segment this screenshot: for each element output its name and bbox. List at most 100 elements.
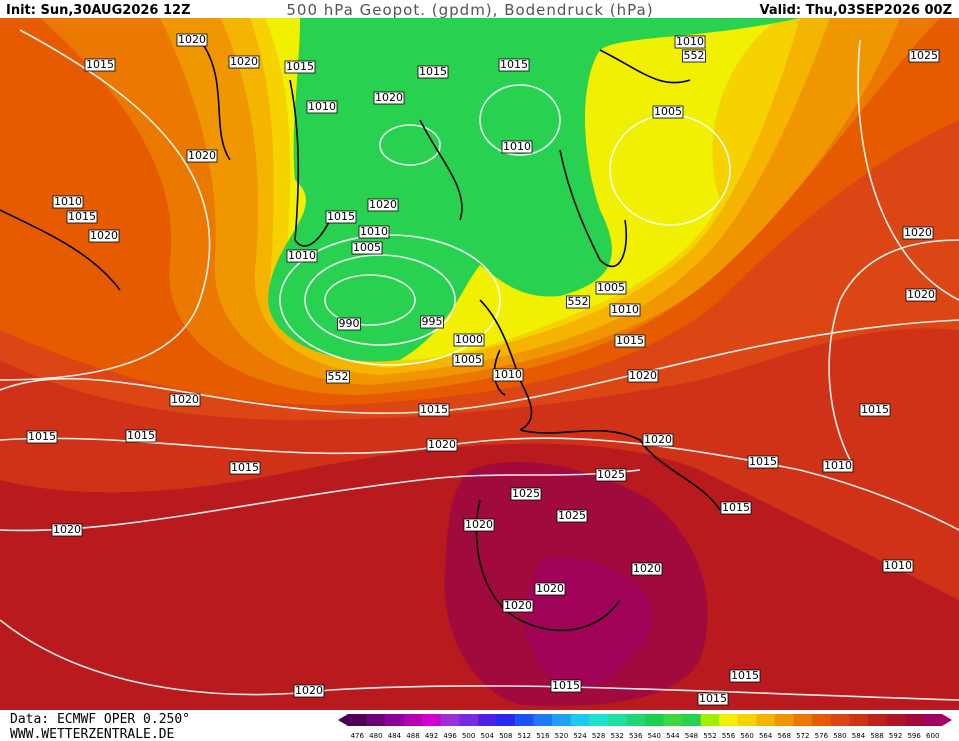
isobar-label: 1020	[369, 198, 397, 211]
isobar-label-box	[652, 105, 684, 119]
isobar-label: 1015	[86, 58, 114, 71]
colorbar-label: 504	[481, 732, 495, 740]
colorbar-swatch	[477, 714, 497, 726]
isobar-label: 995	[422, 315, 443, 328]
isobar-label-box	[51, 523, 83, 537]
colorbar-swatch	[645, 714, 664, 726]
colorbar-label: 572	[796, 732, 809, 740]
isobar-label: 1010	[494, 368, 522, 381]
colorbar-swatch	[774, 714, 794, 726]
isobar-label-box	[614, 334, 646, 348]
isobar-label: 1015	[127, 429, 155, 442]
isobar-label: 1015	[749, 455, 777, 468]
colorbar-label: 476	[351, 732, 365, 740]
colorbar-swatch	[552, 714, 572, 726]
isobar-label-box	[501, 140, 533, 154]
colorbar-label: 552	[703, 732, 716, 740]
colorbar-swatch	[403, 714, 423, 726]
colorbar-swatch	[570, 714, 590, 726]
header-bar	[0, 0, 959, 18]
isobar-label: 1015	[68, 210, 96, 223]
colorbar-label: 532	[610, 732, 623, 740]
isobar-label-box	[627, 369, 659, 383]
isobar-label-box	[905, 288, 937, 302]
isobar-label-box	[631, 562, 663, 576]
isobar-label: 1020	[375, 91, 403, 104]
colorbar-swatch	[719, 714, 739, 726]
colorbar-label: 600	[926, 732, 939, 740]
isobar-label: 1010	[884, 559, 912, 572]
isobar-label-box	[66, 210, 98, 224]
colorbar-swatch	[886, 714, 906, 726]
isobar-label-box	[351, 241, 383, 255]
isobar-label: 552	[568, 295, 589, 308]
isobar-label-box	[556, 509, 588, 523]
isobar-label-box	[337, 317, 361, 331]
isobar-label-box	[729, 669, 761, 683]
colorbar-swatch	[737, 714, 757, 726]
isobar-label: 1015	[731, 669, 759, 682]
colorbar-label: 596	[907, 732, 921, 740]
colorbar-swatch	[589, 714, 609, 726]
isobar-label: 1020	[178, 33, 206, 46]
isobar-label-box	[697, 692, 729, 706]
colorbar-label: 508	[499, 732, 512, 740]
colorbar-label: 556	[722, 732, 736, 740]
isobar-label: 1010	[54, 195, 82, 208]
data-source: Data: ECMWF OPER 0.250°	[10, 712, 190, 727]
colorbar-swatch	[422, 714, 442, 726]
isobar-label: 1015	[861, 403, 889, 416]
isobar-label-box	[325, 210, 357, 224]
isobar-label-box	[326, 370, 350, 384]
colorbar-label: 564	[759, 732, 773, 740]
colorbar-label: 488	[406, 732, 419, 740]
isobar-label: 1020	[536, 582, 564, 595]
colorbar-swatch	[607, 714, 627, 726]
colorbar-label: 492	[425, 732, 438, 740]
isobar-label-box	[420, 315, 444, 329]
isobar-label-box	[902, 226, 934, 240]
colorbar-swatch	[348, 714, 367, 726]
isobar-label-box	[169, 393, 201, 407]
colorbar-label: 544	[666, 732, 680, 740]
isobar-label: 1005	[597, 281, 625, 294]
colorbar-label: 516	[536, 732, 550, 740]
colorbar-label: 548	[685, 732, 698, 740]
isobar-label: 1020	[644, 433, 672, 446]
colorbar-label: 588	[870, 732, 883, 740]
isobar-label: 1010	[503, 140, 531, 153]
isobar-label: 1015	[699, 692, 727, 705]
isobar-label-box	[284, 60, 316, 74]
isobar-label-box	[682, 49, 706, 63]
colorbar-end	[338, 714, 348, 726]
isobar-label-box	[186, 149, 218, 163]
isobar-label-box	[595, 281, 627, 295]
colorbar-swatch	[849, 714, 869, 726]
colorbar-label: 540	[648, 732, 661, 740]
colorbar-swatch	[830, 714, 850, 726]
isobar-label-box	[358, 225, 390, 239]
isobar-label: 1010	[288, 249, 316, 262]
isobar-label: 1015	[616, 334, 644, 347]
colorbar-swatch	[904, 714, 924, 726]
isobar-label: 1015	[286, 60, 314, 73]
colorbar-swatch	[700, 714, 720, 726]
colorbar-label: 524	[573, 732, 587, 740]
isobar-label: 1020	[428, 438, 456, 451]
isobar-label: 1020	[171, 393, 199, 406]
isobar-label-box	[908, 49, 940, 63]
isobar-label-box	[373, 91, 405, 105]
isobar-label: 1025	[910, 49, 938, 62]
colorbar-swatch	[459, 714, 479, 726]
colorbar-label: 576	[815, 732, 829, 740]
isobar-label: 1020	[904, 226, 932, 239]
isobar-label-box	[286, 249, 318, 263]
isobar-label-box	[306, 100, 338, 114]
isobar-label: 1005	[353, 241, 381, 254]
colorbar: 476 480 484 488 492 496 500 504 508 512 516 520 524 5…	[338, 714, 952, 740]
isobar-label-box	[502, 599, 534, 613]
colorbar-label: 484	[388, 732, 402, 740]
isobar-label: 1010	[308, 100, 336, 113]
